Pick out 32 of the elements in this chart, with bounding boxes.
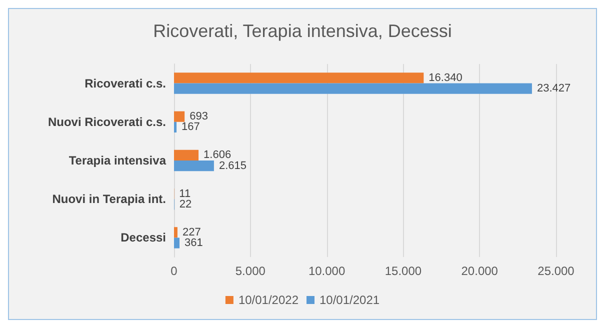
data-label: 361 bbox=[184, 237, 203, 250]
y-tick-label: Nuovi Ricoverati c.s. bbox=[48, 114, 166, 129]
x-tick-label: 10.000 bbox=[308, 264, 346, 278]
data-label: 2.615 bbox=[218, 160, 246, 172]
data-label: 11 bbox=[179, 188, 191, 200]
bar bbox=[174, 72, 424, 84]
x-tick-label: 5.000 bbox=[235, 264, 266, 278]
data-label: 1.606 bbox=[204, 149, 232, 162]
x-tick-label: 25.000 bbox=[538, 264, 575, 278]
data-label: 693 bbox=[190, 110, 208, 123]
data-label: 22 bbox=[179, 198, 192, 210]
data-label: 23.427 bbox=[536, 82, 571, 95]
bar bbox=[174, 111, 185, 122]
data-label: 227 bbox=[182, 226, 201, 238]
bar bbox=[174, 83, 532, 94]
bar bbox=[174, 150, 199, 160]
bar bbox=[174, 122, 177, 133]
y-tick-label: Decessi bbox=[120, 230, 166, 245]
chart-title: Ricoverati, Terapia intensiva, Decessi bbox=[153, 21, 452, 41]
data-label: 167 bbox=[182, 121, 200, 134]
y-tick-label: Terapia intensiva bbox=[68, 154, 166, 168]
x-tick-label: 0 bbox=[170, 264, 178, 278]
y-tick-label: Ricoverati c.s. bbox=[84, 76, 166, 90]
y-tick-label: Nuovi in Terapia int. bbox=[52, 192, 166, 206]
x-tick-label: 15.000 bbox=[384, 264, 422, 278]
legend-label: 10/01/2021 bbox=[320, 293, 380, 307]
bar bbox=[174, 238, 180, 248]
legend-label: 10/01/2022 bbox=[238, 293, 299, 307]
bar bbox=[174, 227, 178, 238]
x-tick-label: 20.000 bbox=[461, 264, 498, 278]
bar bbox=[174, 160, 214, 172]
data-label: 16.340 bbox=[428, 72, 462, 84]
